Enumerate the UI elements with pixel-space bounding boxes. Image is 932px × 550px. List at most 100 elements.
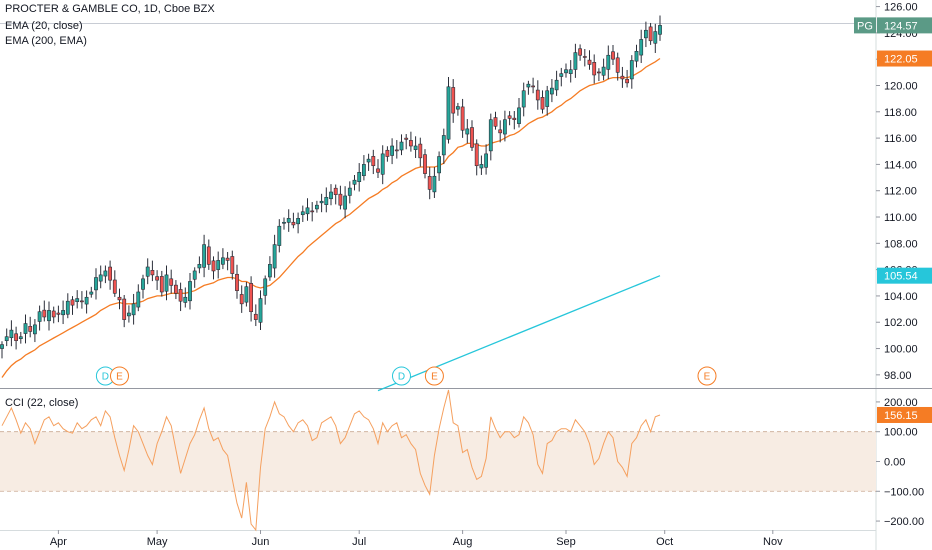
candle[interactable] xyxy=(47,310,51,322)
candle[interactable] xyxy=(399,141,404,151)
candle[interactable] xyxy=(145,266,150,277)
candle[interactable] xyxy=(498,129,503,134)
candle[interactable] xyxy=(451,87,456,114)
candle[interactable] xyxy=(634,50,639,62)
candle[interactable] xyxy=(56,312,61,315)
ema200-legend[interactable]: EMA (200, EMA) xyxy=(5,35,87,47)
candle[interactable] xyxy=(244,286,249,303)
candle[interactable] xyxy=(122,298,127,320)
candle[interactable] xyxy=(89,291,94,295)
candle[interactable] xyxy=(380,153,385,175)
candle[interactable] xyxy=(648,26,653,42)
candle[interactable] xyxy=(32,324,37,335)
candle[interactable] xyxy=(455,106,460,110)
candle[interactable] xyxy=(361,164,366,177)
candle[interactable] xyxy=(611,51,615,60)
candle[interactable] xyxy=(94,277,98,291)
candle[interactable] xyxy=(564,69,568,74)
ema20-line[interactable] xyxy=(1,57,661,378)
candle[interactable] xyxy=(592,62,597,76)
candle[interactable] xyxy=(549,87,554,95)
candle[interactable] xyxy=(324,196,329,205)
candle[interactable] xyxy=(460,106,465,131)
candle[interactable] xyxy=(423,154,427,174)
candle[interactable] xyxy=(310,210,315,213)
candle[interactable] xyxy=(84,296,89,305)
candle[interactable] xyxy=(329,191,333,200)
candle[interactable] xyxy=(484,153,489,168)
candle[interactable] xyxy=(376,168,380,173)
candle[interactable] xyxy=(178,289,183,302)
candle[interactable] xyxy=(249,283,254,313)
candle[interactable] xyxy=(343,195,348,210)
candle[interactable] xyxy=(282,221,286,224)
candle[interactable] xyxy=(559,73,564,77)
candle[interactable] xyxy=(169,278,174,286)
candle[interactable] xyxy=(470,127,474,148)
candle[interactable] xyxy=(554,79,559,91)
candle[interactable] xyxy=(531,85,536,88)
candle[interactable] xyxy=(535,89,540,101)
time-axis[interactable]: Apr May Jun Jul Aug Sep Oct Nov xyxy=(50,530,783,548)
candle[interactable] xyxy=(601,66,606,76)
candle[interactable] xyxy=(404,137,409,140)
price-axis[interactable]: 98.00100.00102.00104.00106.00108.00110.0… xyxy=(876,2,918,382)
candle[interactable] xyxy=(108,266,113,281)
candle[interactable] xyxy=(286,218,291,223)
candle[interactable] xyxy=(653,31,658,44)
candle[interactable] xyxy=(488,119,493,152)
candle[interactable] xyxy=(643,29,648,39)
candle[interactable] xyxy=(230,256,235,274)
candle[interactable] xyxy=(51,310,56,318)
candle[interactable] xyxy=(502,119,507,135)
candle[interactable] xyxy=(14,333,19,341)
candle[interactable] xyxy=(587,59,592,65)
candle[interactable] xyxy=(192,270,197,280)
cci-line[interactable] xyxy=(1,389,661,532)
candle[interactable] xyxy=(606,54,611,70)
candle[interactable] xyxy=(159,276,164,293)
candle[interactable] xyxy=(155,276,160,281)
candle[interactable] xyxy=(408,140,413,147)
candle[interactable] xyxy=(319,200,324,204)
candle[interactable] xyxy=(371,156,376,167)
candle[interactable] xyxy=(639,39,644,56)
candle[interactable] xyxy=(413,145,418,150)
candle[interactable] xyxy=(352,179,357,185)
candle[interactable] xyxy=(197,264,202,269)
candle[interactable] xyxy=(272,244,277,269)
candle[interactable] xyxy=(517,107,521,124)
candle[interactable] xyxy=(216,260,221,270)
candle[interactable] xyxy=(625,78,630,84)
candle[interactable] xyxy=(258,298,263,323)
candle[interactable] xyxy=(620,75,625,80)
candle[interactable] xyxy=(80,300,84,303)
candle[interactable] xyxy=(432,175,437,193)
candle[interactable] xyxy=(65,300,70,315)
candle[interactable] xyxy=(239,294,244,305)
cci-legend[interactable]: CCI (22, close) xyxy=(5,397,79,409)
candle[interactable] xyxy=(357,171,362,183)
candle[interactable] xyxy=(596,71,601,74)
candle[interactable] xyxy=(277,225,282,246)
ema20-legend[interactable]: EMA (20, close) xyxy=(5,20,83,32)
candle[interactable] xyxy=(61,310,66,316)
candle[interactable] xyxy=(479,164,484,169)
candle[interactable] xyxy=(418,143,423,159)
candle[interactable] xyxy=(225,257,230,261)
candle[interactable] xyxy=(427,176,432,190)
earnings-marker[interactable]: E xyxy=(424,366,444,386)
candle[interactable] xyxy=(211,260,216,272)
candle[interactable] xyxy=(347,187,352,196)
candle[interactable] xyxy=(474,143,479,167)
cci-axis[interactable]: 200.00 100.00 0.00 −100.00 −200.00 xyxy=(876,397,924,528)
candle[interactable] xyxy=(658,25,662,35)
candle[interactable] xyxy=(305,207,310,215)
candle[interactable] xyxy=(75,298,80,302)
candle[interactable] xyxy=(314,204,319,210)
candle[interactable] xyxy=(338,193,343,206)
candle[interactable] xyxy=(366,158,371,163)
candle[interactable] xyxy=(253,313,258,320)
